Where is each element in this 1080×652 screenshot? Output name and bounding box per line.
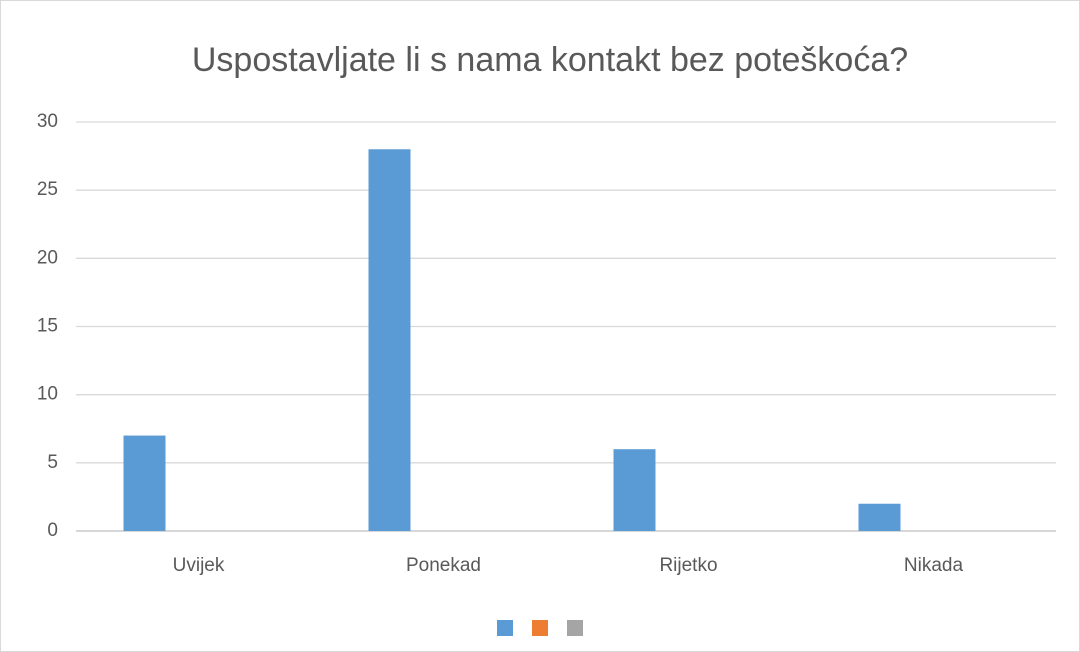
y-tick-label: 25 [37,179,58,200]
legend-swatch [532,620,548,636]
bar [368,149,411,531]
y-tick-label: 20 [37,247,58,268]
bar [123,435,166,531]
y-tick-label: 10 [37,384,58,405]
legend-swatch [567,620,583,636]
y-tick-label: 5 [47,452,58,473]
y-tick-label: 15 [37,316,58,337]
x-tick-label: Nikada [904,555,964,576]
y-tick-label: 30 [37,111,58,132]
legend-swatch [497,620,513,636]
x-tick-label: Ponekad [406,555,481,576]
x-tick-label: Rijetko [659,555,717,576]
y-tick-label: 0 [47,520,58,541]
x-tick-label: Uvijek [173,555,225,576]
bar [858,503,901,531]
bar [613,449,656,531]
chart-title: Uspostavljate li s nama kontakt bez pote… [192,41,908,79]
